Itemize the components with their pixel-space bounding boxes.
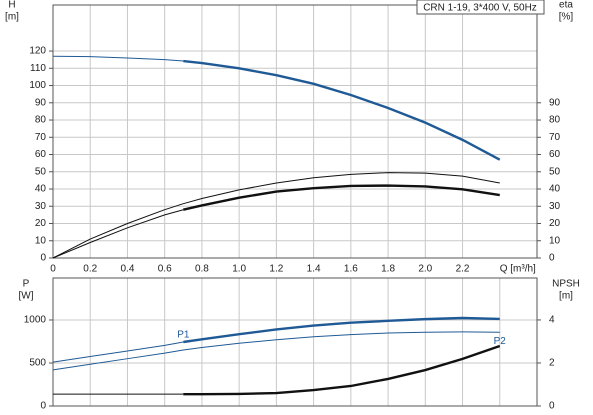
curve (183, 344, 501, 396)
x-tick-label: 0.2 (83, 264, 97, 275)
y2-axis-label: [m] (559, 291, 573, 302)
y-tick-label: 0 (40, 253, 46, 264)
y2-tick-label: 0 (549, 401, 555, 412)
y-tick-label: 60 (35, 149, 47, 160)
y-tick-label: 1000 (24, 315, 47, 326)
y2-tick-label: 90 (549, 97, 561, 108)
y2-tick-label: 4 (549, 315, 555, 326)
y2-tick-label: 70 (549, 132, 561, 143)
curve (183, 59, 501, 161)
y-tick-label: 110 (30, 63, 46, 74)
x-axis-label: Q [m³/h] (500, 264, 536, 275)
curve (183, 184, 500, 211)
x-tick-label: 0 (50, 264, 56, 275)
y-tick-label: 0 (40, 401, 46, 412)
y-tick-label: 20 (35, 218, 47, 229)
series-label: P1 (177, 330, 190, 341)
curve (52, 55, 184, 62)
y-tick-label: 30 (35, 201, 47, 212)
curve (52, 341, 184, 363)
y-tick-label: 40 (35, 184, 47, 195)
y-axis-label: P (23, 279, 30, 290)
x-tick-label: 0.4 (121, 264, 135, 275)
y2-tick-label: 20 (549, 218, 561, 229)
y-axis-label: [m] (5, 12, 19, 23)
series-label: P2 (494, 336, 507, 347)
plot-frame (52, 277, 538, 407)
x-tick-label: 1.2 (269, 264, 283, 275)
y2-tick-label: 10 (549, 235, 561, 246)
x-tick-label: 0.6 (158, 264, 172, 275)
x-tick-label: 1.6 (344, 264, 358, 275)
y2-axis-label: eta (559, 0, 573, 11)
y-tick-label: 500 (29, 358, 46, 369)
y-tick-label: 90 (35, 97, 47, 108)
x-tick-label: 1.0 (232, 264, 246, 275)
curve (183, 316, 500, 344)
curve (52, 209, 184, 259)
y2-tick-label: 40 (549, 184, 561, 195)
y2-axis-label: [%] (559, 12, 574, 23)
y2-tick-label: 50 (549, 166, 561, 177)
y2-tick-label: 2 (549, 358, 555, 369)
y-tick-label: 50 (35, 166, 47, 177)
y-tick-label: 120 (29, 46, 46, 57)
y2-tick-label: 80 (549, 115, 561, 126)
y-tick-label: 70 (35, 132, 47, 143)
y-tick-label: 100 (29, 80, 46, 91)
y-axis-label: [W] (19, 291, 34, 302)
y-tick-label: 10 (35, 235, 47, 246)
chart-title: CRN 1-19, 3*400 V, 50Hz (423, 3, 537, 14)
y2-tick-label: 0 (549, 253, 555, 264)
y2-tick-label: 30 (549, 201, 561, 212)
x-tick-label: 0.8 (195, 264, 209, 275)
y-tick-label: 80 (35, 115, 47, 126)
x-tick-label: 2.2 (456, 264, 470, 275)
curve (52, 331, 500, 371)
title-box (416, 0, 545, 15)
y2-tick-label: 60 (549, 149, 561, 160)
x-tick-label: 1.4 (307, 264, 321, 275)
x-tick-label: 1.8 (381, 264, 395, 275)
y2-axis-label: NPSH (552, 279, 580, 290)
plot-frame (52, 4, 538, 259)
curve (52, 172, 500, 259)
x-tick-label: 2.0 (418, 264, 432, 275)
y-axis-label: H (8, 0, 15, 11)
